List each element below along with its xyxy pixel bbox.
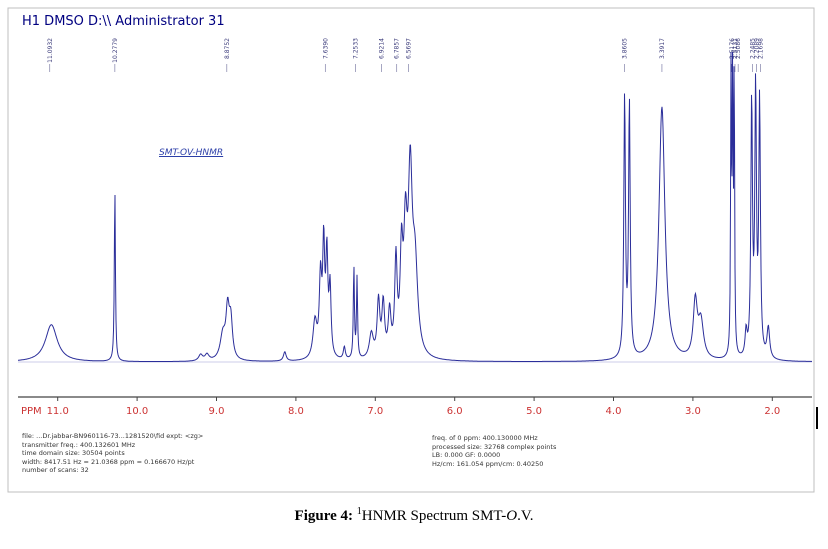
param-line: width: 8417.51 Hz = 21.0368 ppm = 0.1666… <box>22 457 195 466</box>
side-marker <box>816 407 818 429</box>
caption-label: Figure 4: <box>294 508 353 524</box>
peak-label: 6.7857 <box>394 38 401 59</box>
caption-italic: O <box>506 508 518 524</box>
x-tick-label: 9.0 <box>209 406 225 417</box>
acquisition-params-left: file: ...Dr.jabbar-BN960116-73...1281520… <box>22 432 203 475</box>
x-tick-label: 4.0 <box>606 406 622 417</box>
x-tick-label: 11.0 <box>47 406 69 417</box>
peak-label: 3.3917 <box>659 38 666 59</box>
peak-label: 3.8605 <box>622 38 629 59</box>
outer-frame <box>7 7 815 493</box>
peak-label: 2.5086 <box>735 38 742 59</box>
spectrum-trace <box>18 51 813 362</box>
caption-end: .V. <box>517 508 534 524</box>
caption-text: HNMR Spectrum SMT- <box>361 508 507 524</box>
x-tick-label: 2.0 <box>764 406 780 417</box>
figure-caption: Figure 4: 1HNMR Spectrum SMT-O.V. <box>0 506 828 525</box>
peak-label: 7.2533 <box>352 38 359 59</box>
peak-label: 11.0932 <box>47 38 54 63</box>
param-line: freq. of 0 ppm: 400.130000 MHz <box>432 434 538 442</box>
peak-label: 6.9214 <box>379 38 386 59</box>
param-line: transmitter freq.: 400.132601 MHz <box>22 440 136 449</box>
peak-labels: 11.0932 10.2779 8.8752 7.6390 7.2533 6.9214 6.… <box>47 38 764 72</box>
x-tick-label: 6.0 <box>447 406 463 417</box>
x-axis-ticks: 11.0 10.0 9.0 8.0 7.0 6.0 5.0 4.0 3.0 2.0 <box>47 397 780 417</box>
x-axis-label: PPM <box>21 406 42 417</box>
peak-label: 2.5131 <box>732 38 739 59</box>
peak-label: 2.5176 <box>729 38 736 59</box>
x-tick-label: 7.0 <box>367 406 383 417</box>
spectrum-header: H1 DMSO D:\\ Administrator 31 <box>22 14 225 29</box>
param-line: number of scans: 32 <box>22 466 89 474</box>
peak-label: 6.5697 <box>406 38 413 59</box>
peak-label: 2.2485 <box>749 38 756 59</box>
peak-label: 2.1698 <box>757 38 764 59</box>
acquisition-params-right: freq. of 0 ppm: 400.130000 MHz processed… <box>432 434 556 468</box>
x-tick-label: 10.0 <box>126 406 148 417</box>
peak-label: 8.8752 <box>224 38 231 59</box>
peak-label: 2.2089 <box>753 38 760 59</box>
param-line: LB: 0.000 GF: 0.0000 <box>432 451 501 459</box>
peak-label: 10.2779 <box>112 38 119 63</box>
peak-label: 7.6390 <box>322 38 329 59</box>
x-tick-label: 5.0 <box>526 406 542 417</box>
caption-superscript: 1 <box>356 506 362 517</box>
param-line: file: ...Dr.jabbar-BN960116-73...1281520… <box>22 432 204 440</box>
param-line: time domain size: 30504 points <box>22 449 125 457</box>
spectrum-inner-title: SMT-OV-HNMR <box>159 148 224 158</box>
x-tick-label: 8.0 <box>288 406 304 417</box>
x-tick-label: 3.0 <box>685 406 701 417</box>
param-line: Hz/cm: 161.054 ppm/cm: 0.40250 <box>432 459 544 468</box>
param-line: processed size: 32768 complex points <box>432 442 557 451</box>
